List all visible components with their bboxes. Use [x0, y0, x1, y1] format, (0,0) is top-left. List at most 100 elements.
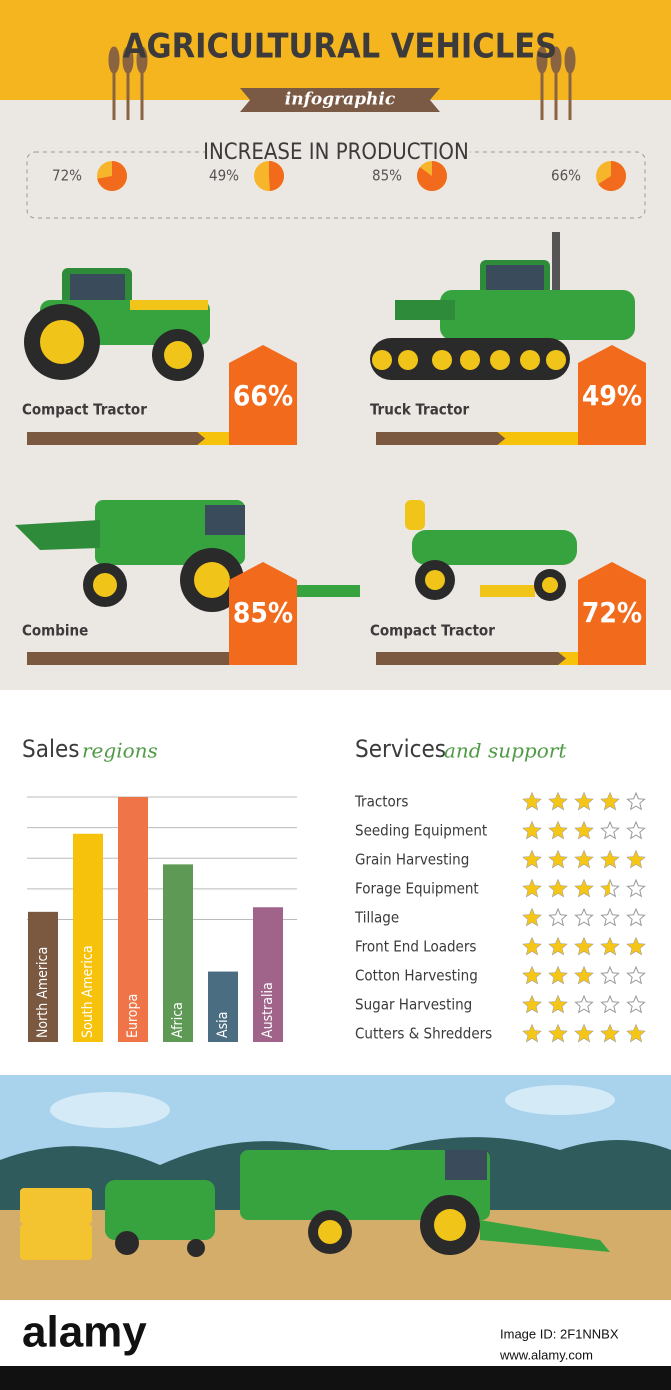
- vehicle-name: Compact Tractor: [370, 622, 495, 640]
- page-subtitle: infographic: [285, 90, 396, 110]
- services-accent: and support: [444, 739, 567, 763]
- service-name: Tillage: [354, 909, 399, 927]
- percent-badge-label: 49%: [582, 379, 642, 412]
- sales-title: Sales: [22, 735, 79, 763]
- bar: [163, 864, 193, 1042]
- production-title: INCREASE IN PRODUCTION: [203, 140, 469, 165]
- star: [523, 822, 541, 839]
- star-outline: [626, 907, 646, 927]
- watermark-url: www.alamy.com: [499, 1347, 593, 1362]
- progress-bar: [27, 652, 257, 665]
- star-outline: [626, 878, 646, 898]
- service-name: Front End Loaders: [355, 938, 476, 956]
- star: [523, 851, 541, 868]
- page-title: AGRICULTURAL VEHICLES: [123, 27, 557, 67]
- star-outline: [626, 791, 646, 811]
- star: [549, 967, 567, 984]
- pie-label: 85%: [372, 167, 402, 185]
- star: [601, 793, 619, 810]
- pie-slice: [417, 161, 448, 191]
- vehicle-name: Compact Tractor: [22, 401, 147, 419]
- star: [549, 851, 567, 868]
- watermark-strip: [0, 1366, 671, 1390]
- star: [549, 938, 567, 955]
- star-outline: [574, 907, 594, 927]
- bar: [28, 911, 58, 1042]
- bar-label: Africa: [170, 1002, 186, 1038]
- star-outline: [626, 820, 646, 840]
- compact-tractor-illustration: [24, 268, 210, 381]
- star-outline: [600, 965, 620, 985]
- progress-bar: [27, 432, 206, 445]
- star: [549, 996, 567, 1013]
- combine-illustration: [15, 500, 360, 612]
- pie-slice: [97, 161, 127, 191]
- pie-label: 49%: [209, 167, 239, 185]
- star: [523, 1025, 541, 1042]
- percent-badge: [229, 345, 297, 445]
- star-outline: [626, 965, 646, 985]
- star: [575, 851, 593, 868]
- services-title: Services: [355, 735, 446, 763]
- watermark-brand: alamy: [22, 1308, 147, 1357]
- progress-bar: [376, 652, 567, 665]
- service-name: Seeding Equipment: [355, 822, 487, 840]
- star: [627, 938, 645, 955]
- star: [549, 1025, 567, 1042]
- bar-label: Asia: [215, 1012, 231, 1038]
- star-outline: [574, 994, 594, 1014]
- star: [549, 880, 567, 897]
- bar: [118, 797, 148, 1042]
- landscape: [0, 1075, 671, 1300]
- pie-slice: [269, 161, 285, 191]
- star: [601, 851, 619, 868]
- star: [575, 822, 593, 839]
- vehicle-name: Truck Tractor: [370, 401, 470, 419]
- star-outline: [548, 907, 568, 927]
- percent-badge: [229, 562, 297, 665]
- bar: [73, 833, 103, 1042]
- percent-badge: [578, 345, 646, 445]
- star: [523, 938, 541, 955]
- star-outline: [626, 994, 646, 1014]
- pie-label: 66%: [551, 167, 581, 185]
- vehicle-name: Combine: [22, 622, 88, 640]
- star: [549, 793, 567, 810]
- star: [575, 967, 593, 984]
- percent-badge-label: 66%: [233, 379, 293, 412]
- bar: [208, 971, 238, 1042]
- star: [627, 1025, 645, 1042]
- star: [575, 938, 593, 955]
- star: [523, 996, 541, 1013]
- star: [601, 938, 619, 955]
- pie-slice: [598, 161, 627, 191]
- production-box: [26, 151, 646, 219]
- star: [523, 793, 541, 810]
- star: [575, 1025, 593, 1042]
- star-outline: [600, 907, 620, 927]
- star: [627, 851, 645, 868]
- service-name: Cotton Harvesting: [355, 967, 478, 985]
- star: [575, 793, 593, 810]
- truck-tractor-illustration: [370, 232, 635, 380]
- star: [601, 1025, 619, 1042]
- star: [523, 909, 541, 926]
- wheat-icon: [108, 46, 576, 120]
- bar-label: South America: [80, 945, 96, 1038]
- star-outline: [600, 994, 620, 1014]
- star: [575, 880, 593, 897]
- watermark-id: Image ID: 2F1NNBX: [500, 1326, 619, 1341]
- star: [523, 880, 541, 897]
- bar: [253, 907, 283, 1042]
- sales-subtitle: regions: [82, 739, 158, 763]
- bar-label: Europa: [125, 994, 141, 1038]
- box-title-gap: [205, 140, 470, 166]
- bar-label: North America: [35, 947, 51, 1038]
- percent-badge-label: 72%: [582, 596, 642, 629]
- progress-bar: [376, 432, 506, 445]
- service-name: Grain Harvesting: [355, 851, 469, 869]
- service-name: Tractors: [354, 793, 408, 811]
- service-name: Cutters & Shredders: [355, 1025, 492, 1043]
- lawn-tractor-illustration: [405, 500, 577, 601]
